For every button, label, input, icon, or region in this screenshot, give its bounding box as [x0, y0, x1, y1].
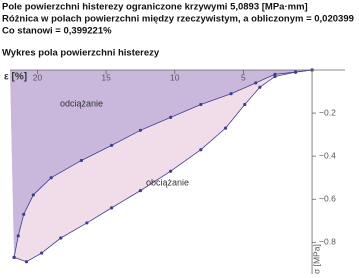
point [109, 206, 114, 210]
point [138, 128, 143, 132]
point [169, 115, 173, 119]
point [293, 70, 298, 74]
point [16, 234, 20, 238]
point [258, 85, 262, 89]
point [22, 212, 26, 216]
point [254, 81, 258, 85]
point [49, 176, 53, 180]
point [39, 251, 44, 255]
point [79, 158, 83, 163]
area [10, 70, 313, 258]
info-line: Pole powierzchni histerezy ograniczone k… [2, 2, 308, 13]
y-tick-label: −0.8 [319, 237, 336, 247]
point [223, 126, 228, 130]
series-label: odciążanie [60, 98, 103, 108]
y-tick-label: −0.4 [319, 150, 336, 160]
x-tick-label: 10 [170, 72, 180, 82]
y-tick-label: −0.2 [319, 107, 336, 117]
point [12, 255, 16, 259]
point [273, 74, 277, 79]
info-line: Różnica w polach powierzchni między rzec… [2, 14, 354, 25]
x-axis-label: ε [%] [4, 72, 27, 83]
x-tick-label: 5 [241, 72, 246, 82]
point [24, 260, 29, 264]
point [199, 148, 203, 152]
point [59, 236, 63, 240]
info-line: Co stanowi = 0,399221% [2, 26, 112, 37]
point [229, 92, 233, 96]
x-tick-label: 20 [33, 72, 43, 82]
point [199, 102, 203, 107]
point [169, 169, 173, 173]
point [138, 189, 143, 193]
plot: 20 15 10 5 −0.2 −0.4 −0.6 −0.8 ε [%] σ [MPa] odcią… [4, 68, 345, 274]
point [109, 143, 114, 147]
point [243, 102, 247, 107]
point [85, 221, 89, 225]
chart-title: Wykres pola powierzchni histerezy [2, 48, 160, 59]
point [31, 193, 35, 197]
x-tick-label: 15 [101, 72, 111, 82]
y-axis-label: σ [MPa] [311, 244, 321, 274]
y-tick-label: −0.6 [319, 193, 336, 203]
series-label: obciążanie [146, 177, 189, 187]
